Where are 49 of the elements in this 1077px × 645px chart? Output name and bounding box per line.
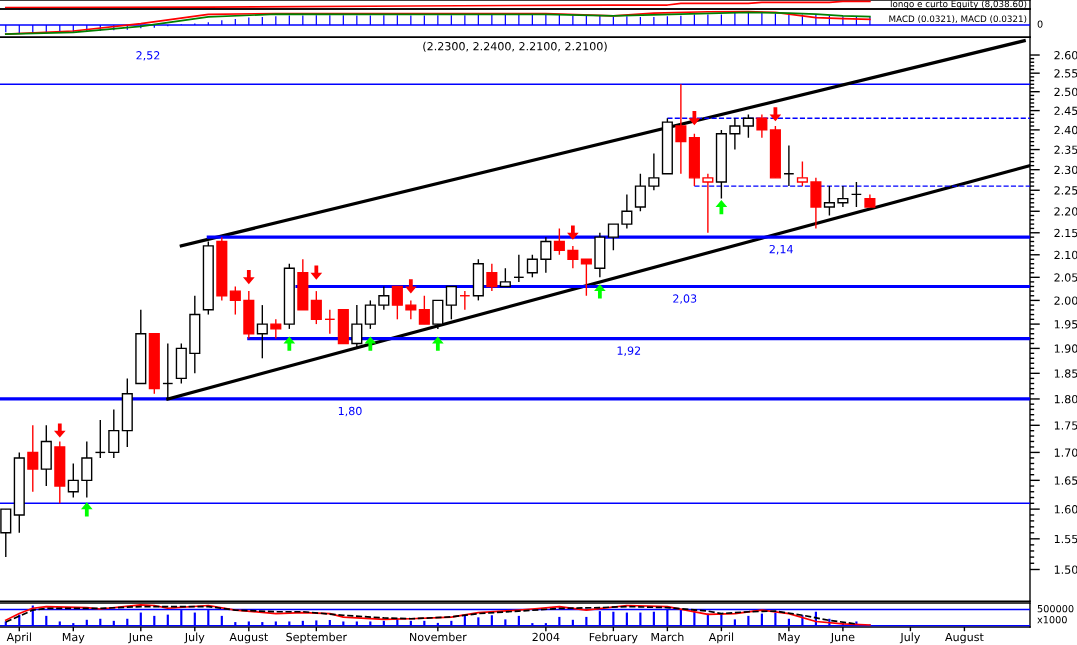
y-tick-label: 1.70 [1054, 448, 1077, 457]
y-tick-label: 2.05 [1054, 273, 1077, 282]
y-tick-label: 1.95 [1054, 320, 1077, 329]
y-tick-label: 2.55 [1054, 69, 1077, 78]
x-tick-label: March [651, 632, 684, 642]
x-tick-label: June [128, 632, 153, 644]
y-tick-label: 2.45 [1054, 106, 1077, 115]
y-tick-label: 2.00 [1054, 296, 1077, 305]
y-tick-label: 1.50 [1054, 565, 1077, 574]
annotation: longo e curto Equity (8,038.60) [890, 0, 1027, 9]
ref-line-label: 0 [1037, 20, 1043, 28]
y-tick-label: 2.40 [1054, 125, 1077, 135]
y-tick-label: 2.50 [1054, 87, 1077, 97]
annotation: 1,92 [617, 346, 641, 356]
x-tick-label: April [708, 632, 734, 644]
y-tick-label: 2.25 [1054, 186, 1077, 195]
x-tick-label: May [778, 632, 801, 644]
y-tick-label: 2.35 [1054, 145, 1077, 154]
annotation: MACD (0.0321), MACD (0.0321) [889, 15, 1027, 24]
y-tick-label: 1.65 [1054, 476, 1077, 485]
x-tick-label: July [899, 632, 921, 644]
x-tick-label: May [62, 632, 85, 644]
x-tick-label: July [184, 632, 205, 644]
y-tick-label: 2.20 [1054, 207, 1077, 216]
y-tick-label: 1.75 [1054, 421, 1077, 430]
x-tick-label: 2004 [532, 632, 560, 642]
y-tick-label: 1.90 [1054, 344, 1077, 353]
ref-line-label: 2,52 [136, 51, 160, 61]
x-tick-label: April [6, 632, 31, 644]
annotation: 2,14 [769, 244, 793, 255]
y-tick-label: 2.10 [1054, 250, 1077, 260]
x-tick-label: November [410, 632, 467, 642]
text: 500000 [1037, 604, 1074, 613]
x-tick-label: June [830, 632, 855, 644]
ref-line-label: 1,80 [338, 406, 362, 417]
text: x1000 [1037, 615, 1067, 624]
x-tick-label: February [589, 632, 638, 644]
y-tick-label: 2.30 [1054, 165, 1077, 175]
y-tick-label: 2.60 [1054, 50, 1077, 60]
y-tick-label: 1.85 [1054, 369, 1077, 378]
y-tick-label: 1.80 [1054, 394, 1077, 404]
x-tick-label: September [286, 632, 348, 644]
annotation: 2,03 [673, 294, 697, 304]
chart-title: (2.2300, 2.2400, 2.2100, 2.2100) [423, 41, 607, 52]
y-tick-label: 2.15 [1054, 228, 1077, 238]
x-tick-label: August [229, 632, 268, 644]
y-tick-label: 1.60 [1054, 505, 1077, 514]
x-tick-label: August [945, 632, 984, 644]
y-tick-label: 1.55 [1054, 534, 1077, 544]
